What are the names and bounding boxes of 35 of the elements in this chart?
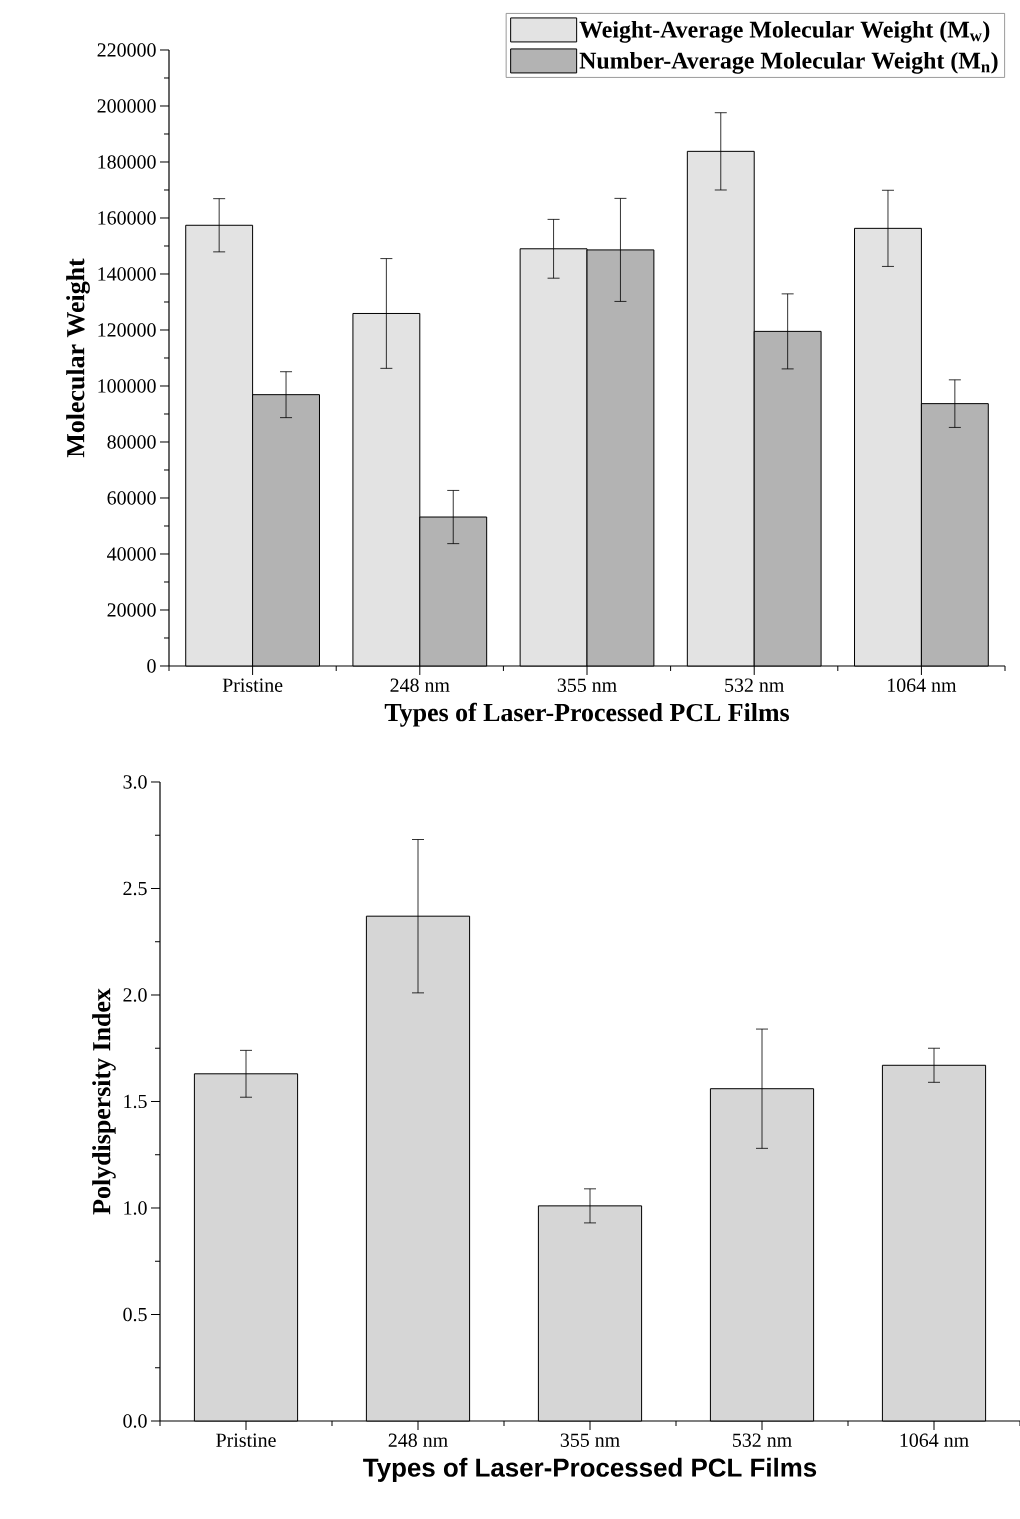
y-tick-label: 0.0 bbox=[123, 1414, 147, 1428]
y-tick-label: 100000 bbox=[98, 379, 156, 393]
y-axis-title: Polydispersity Index bbox=[92, 988, 116, 1215]
y-tick-label: 20000 bbox=[107, 603, 156, 617]
y-tick-label: 2.0 bbox=[123, 988, 147, 1002]
y-tick-label: 0.5 bbox=[123, 1307, 147, 1322]
legend-label: Weight-Average Molecular Weight (M$_{w}$) bbox=[579, 20, 990, 43]
y-tick-label: 160000 bbox=[98, 211, 156, 225]
y-tick-label: 2.5 bbox=[123, 881, 147, 896]
y-tick-label: 0 bbox=[147, 659, 156, 673]
x-tick-label: 248 nm bbox=[390, 678, 450, 692]
y-tick-label: 1.0 bbox=[124, 1201, 147, 1215]
x-tick-label: 355 nm bbox=[560, 1433, 620, 1447]
y-tick-label: 200000 bbox=[97, 99, 156, 113]
y-tick-label: 140000 bbox=[98, 267, 156, 281]
x-axis-title: Types of Laser-Processed PCL Films bbox=[384, 702, 790, 727]
y-tick-label: 220000 bbox=[97, 43, 156, 57]
y-tick-label: 180000 bbox=[98, 155, 156, 169]
x-tick-label: Pristine bbox=[222, 678, 283, 692]
legend-label: Number-Average Molecular Weight (M$_{n}$) bbox=[579, 51, 998, 74]
y-tick-label: 80000 bbox=[107, 435, 156, 449]
x-tick-label: Pristine bbox=[216, 1433, 276, 1447]
y-tick-label: 120000 bbox=[98, 323, 156, 337]
x-tick-label: 355 nm bbox=[557, 678, 617, 692]
x-tick-label: 532 nm bbox=[725, 678, 785, 692]
x-tick-label: 1064 nm bbox=[900, 1433, 969, 1447]
y-tick-label: 40000 bbox=[107, 547, 156, 561]
x-tick-label: 1064 nm bbox=[888, 678, 957, 692]
y-axis-title: Molecular Weight bbox=[66, 258, 90, 458]
x-tick-label: 248 nm bbox=[388, 1433, 448, 1447]
y-tick-label: 60000 bbox=[107, 491, 156, 505]
x-tick-label: 532 nm bbox=[733, 1433, 792, 1447]
y-tick-label: 1.5 bbox=[124, 1094, 147, 1109]
x-axis-title: Types of Laser-Processed PCL Films bbox=[363, 1457, 817, 1482]
y-tick-label: 3.0 bbox=[123, 775, 147, 789]
